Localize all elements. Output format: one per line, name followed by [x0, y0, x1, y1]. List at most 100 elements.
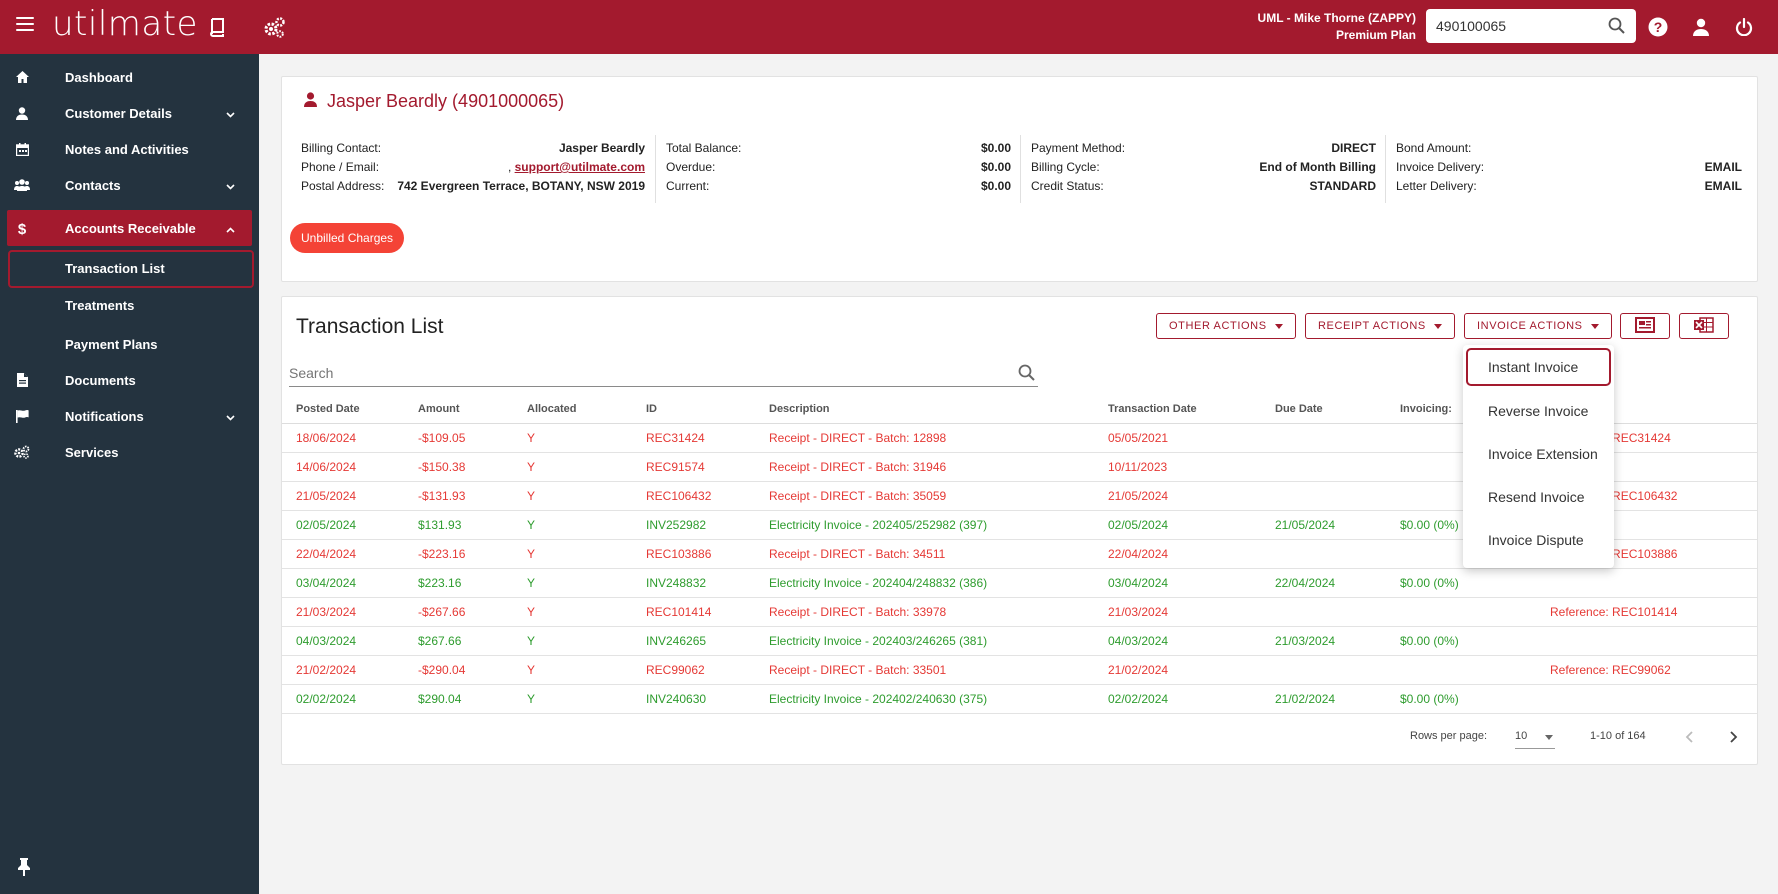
due-date-cell: 21/03/2024 [1275, 626, 1400, 656]
table-row[interactable]: 04/03/2024 $267.66 Y INV246265 Electricity I… [282, 626, 1757, 656]
due-date-cell [1275, 452, 1400, 482]
transaction-search[interactable] [289, 363, 1038, 387]
amount-cell: $267.66 [418, 626, 527, 656]
menu-item-resend-invoice[interactable]: Resend Invoice [1488, 489, 1585, 505]
sidebar-item-contacts[interactable]: Contacts [0, 167, 259, 203]
power-icon[interactable] [1731, 14, 1757, 40]
book-icon[interactable] [204, 14, 230, 40]
posted-date-cell: 21/05/2024 [282, 481, 418, 511]
amount-cell: -$131.93 [418, 481, 527, 511]
global-search-input[interactable] [1436, 16, 1596, 36]
sidebar: Dashboard Customer Details Notes and Act… [0, 54, 259, 894]
export-pdf-button[interactable] [1620, 313, 1670, 339]
column-header[interactable]: Due Date [1275, 395, 1400, 424]
search-icon[interactable] [1018, 364, 1036, 385]
contact-info: Billing Contact: Jasper Beardly Phone / E… [301, 141, 645, 193]
transaction-date-cell: 03/04/2024 [1108, 568, 1275, 598]
menu-item-invoice-dispute[interactable]: Invoice Dispute [1488, 532, 1584, 548]
table-row[interactable]: 21/03/2024 -$267.66 Y REC101414 Receipt - DI… [282, 597, 1757, 627]
svg-text:?: ? [1654, 19, 1663, 35]
column-header[interactable]: Amount [418, 395, 527, 424]
unbilled-charges-button[interactable]: Unbilled Charges [290, 223, 405, 253]
posted-date-cell: 18/06/2024 [282, 423, 418, 453]
sidebar-item-notes[interactable]: Notes and Activities [0, 131, 259, 167]
column-header[interactable]: Transaction Date [1108, 395, 1275, 424]
sidebar-item-services[interactable]: Services [0, 434, 259, 470]
page-range: 1-10 of 164 [1590, 730, 1646, 742]
menu-item-invoice-extension[interactable]: Invoice Extension [1488, 446, 1598, 462]
chevron-up-icon [226, 221, 235, 236]
caret-down-icon [1545, 735, 1553, 740]
balance-info: Total Balance: $0.00 Overdue: $0.00 Curren… [666, 141, 1011, 193]
amount-cell: $131.93 [418, 510, 527, 540]
reference-cell [1550, 684, 1757, 714]
sidebar-item-notifications[interactable]: Notifications [0, 398, 259, 434]
menu-item-reverse-invoice[interactable]: Reverse Invoice [1488, 403, 1589, 419]
user-icon [14, 105, 30, 121]
invoice-actions-button[interactable]: INVOICE ACTIONS [1464, 313, 1612, 339]
next-page-icon[interactable] [1730, 731, 1738, 746]
previous-page-icon[interactable] [1685, 731, 1693, 746]
column-header[interactable]: Allocated [527, 395, 646, 424]
table-row[interactable]: 21/02/2024 -$290.04 Y REC99062 Receipt - DIR… [282, 655, 1757, 685]
id-cell: REC103886 [646, 539, 769, 569]
reference-cell: Reference: REC101414 [1550, 597, 1757, 627]
transaction-date-cell: 22/04/2024 [1108, 539, 1275, 569]
pin-icon[interactable] [18, 858, 30, 879]
column-header[interactable]: ID [646, 395, 769, 424]
search-icon[interactable] [1608, 17, 1626, 38]
table-row[interactable]: 02/02/2024 $290.04 Y INV240630 Electricity I… [282, 684, 1757, 714]
receipt-actions-button[interactable]: RECEIPT ACTIONS [1305, 313, 1455, 339]
email-link[interactable]: support@utilmate.com [514, 160, 645, 174]
allocated-cell: Y [527, 452, 646, 482]
sidebar-item-customer-details[interactable]: Customer Details [0, 95, 259, 131]
customer-name[interactable]: Jasper Beardly (4901000065) [327, 91, 565, 111]
billing-info: Payment Method: DIRECT Billing Cycle: End … [1031, 141, 1376, 193]
posted-date-cell: 21/02/2024 [282, 655, 418, 685]
export-excel-button[interactable] [1679, 313, 1729, 339]
sidebar-item-dashboard[interactable]: Dashboard [0, 59, 259, 95]
reference-cell [1550, 626, 1757, 656]
id-cell: REC91574 [646, 452, 769, 482]
customer-summary-card: Jasper Beardly (4901000065) Billing Cont… [281, 76, 1758, 282]
allocated-cell: Y [527, 626, 646, 656]
gears-icon[interactable] [262, 14, 288, 40]
invoicing-cell [1400, 655, 1550, 685]
global-search[interactable] [1426, 9, 1636, 43]
rows-per-page-select[interactable]: 10 [1515, 725, 1555, 749]
sidebar-subitem-transaction-list[interactable]: Transaction List [8, 250, 254, 288]
column-header[interactable]: Posted Date [282, 395, 418, 424]
due-date-cell [1275, 655, 1400, 685]
description-cell: Electricity Invoice - 202403/246265 (381… [769, 626, 1108, 656]
table-row[interactable]: 03/04/2024 $223.16 Y INV248832 Electricity I… [282, 568, 1757, 598]
amount-cell: -$267.66 [418, 597, 527, 627]
due-date-cell [1275, 539, 1400, 569]
hamburger-icon[interactable] [16, 17, 34, 33]
posted-date-cell: 22/04/2024 [282, 539, 418, 569]
gears-icon [14, 444, 30, 460]
customer-header: Jasper Beardly (4901000065) [304, 91, 564, 112]
menu-item-instant-invoice[interactable]: Instant Invoice [1466, 348, 1611, 386]
sidebar-item-documents[interactable]: Documents [0, 362, 259, 398]
description-cell: Electricity Invoice - 202404/248832 (386… [769, 568, 1108, 598]
transaction-date-cell: 04/03/2024 [1108, 626, 1275, 656]
user-icon[interactable] [1688, 14, 1714, 40]
sidebar-subitem-treatments[interactable]: Treatments [65, 298, 135, 313]
sidebar-item-accounts-receivable[interactable]: $ Accounts Receivable [7, 210, 252, 246]
document-icon [14, 372, 30, 388]
invoicing-cell: $0.00 (0%) [1400, 568, 1550, 598]
divider [655, 135, 656, 203]
transaction-search-input[interactable] [289, 365, 989, 381]
help-icon[interactable]: ? [1645, 14, 1671, 40]
app-logo[interactable]: utilmate [52, 4, 198, 44]
other-actions-button[interactable]: OTHER ACTIONS [1156, 313, 1296, 339]
posted-date-cell: 02/02/2024 [282, 684, 418, 714]
due-date-cell [1275, 481, 1400, 511]
sidebar-subitem-payment-plans[interactable]: Payment Plans [65, 337, 158, 352]
calendar-icon [14, 141, 30, 157]
allocated-cell: Y [527, 684, 646, 714]
reference-cell [1550, 568, 1757, 598]
column-header[interactable]: Description [769, 395, 1108, 424]
allocated-cell: Y [527, 510, 646, 540]
document-icon [1635, 316, 1655, 336]
